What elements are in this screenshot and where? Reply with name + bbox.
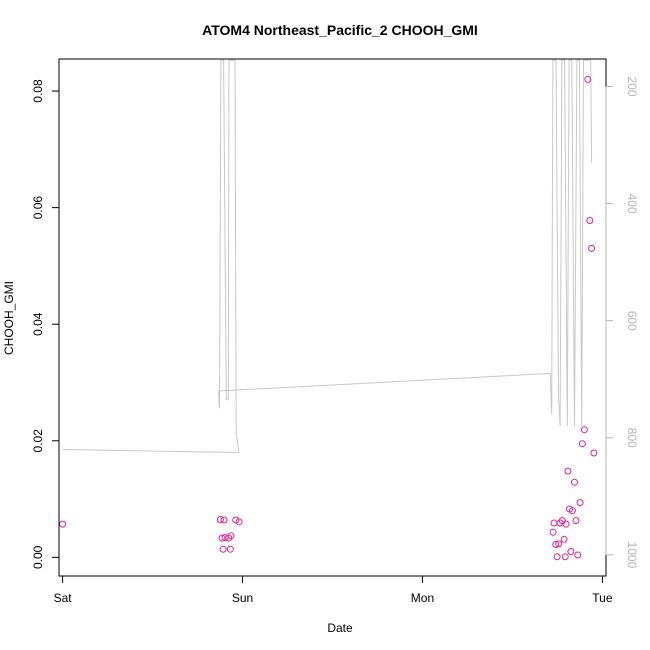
y-tick-label: 0.02	[31, 429, 45, 453]
y-axis: 0.00 0.02 0.04 0.06 0.08	[31, 79, 60, 569]
x-axis: Sat Sun Mon Tue	[54, 575, 613, 605]
data-point	[572, 517, 580, 525]
data-point	[562, 520, 570, 528]
y2-tick-label: 200	[625, 77, 639, 97]
data-point	[560, 535, 568, 543]
data-point	[561, 553, 569, 561]
x-tick-label: Tue	[592, 591, 613, 605]
data-point	[219, 545, 227, 553]
y2-tick-label: 800	[625, 428, 639, 448]
data-point	[580, 426, 588, 434]
data-point	[584, 75, 592, 83]
x-axis-label: Date	[327, 621, 353, 635]
data-point	[574, 551, 582, 559]
secondary-y-axis: 200 400 600 800 1000	[605, 77, 639, 569]
y-tick-label: 0.08	[31, 79, 45, 103]
y2-tick-label: 400	[625, 194, 639, 214]
x-tick-label: Mon	[411, 591, 434, 605]
y-tick-label: 0.04	[31, 312, 45, 336]
data-point	[225, 534, 233, 542]
data-point	[588, 244, 596, 252]
y-tick-label: 0.06	[31, 196, 45, 220]
y2-tick-label: 600	[625, 311, 639, 331]
y2-tick-label: 1000	[625, 542, 639, 569]
data-point	[586, 217, 594, 224]
data-point	[232, 516, 240, 524]
data-point	[59, 520, 67, 528]
data-point	[216, 516, 224, 523]
data-point	[576, 499, 584, 507]
data-point	[552, 541, 560, 548]
data-point	[567, 548, 575, 555]
data-point	[235, 518, 243, 526]
data-point	[564, 467, 572, 475]
y-tick-label: 0.00	[31, 545, 45, 569]
chart-title: ATOM4 Northeast_Pacific_2 CHOOH_GMI	[202, 22, 478, 38]
plot-frame	[58, 58, 607, 577]
data-point	[227, 532, 235, 540]
data-point	[550, 519, 558, 527]
pressure-line	[62, 59, 593, 454]
data-point	[590, 449, 598, 457]
data-point	[553, 553, 561, 561]
data-point	[226, 545, 234, 553]
data-point	[568, 507, 576, 515]
data-point	[558, 517, 566, 525]
x-tick-label: Sun	[232, 591, 253, 605]
data-point	[578, 440, 586, 448]
y-axis-label: CHOOH_GMI	[2, 281, 16, 355]
data-point	[220, 516, 228, 524]
x-tick-label: Sat	[54, 591, 73, 605]
data-point	[571, 478, 578, 486]
data-point	[549, 528, 557, 536]
data-point	[555, 540, 563, 548]
plot-content	[59, 59, 598, 561]
data-point	[218, 534, 226, 542]
